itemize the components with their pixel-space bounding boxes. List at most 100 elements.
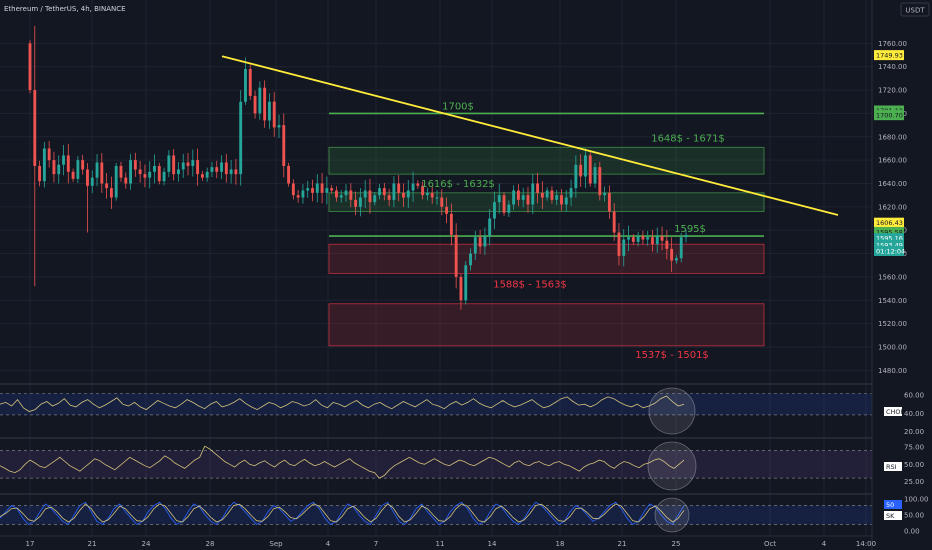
candle-body	[344, 190, 348, 196]
candle-body	[540, 192, 544, 198]
candle-body	[469, 253, 472, 266]
candle-body	[483, 236, 487, 247]
candle-body	[172, 155, 176, 175]
candle-body	[253, 95, 257, 114]
indicator-badge-background	[884, 500, 902, 509]
candle-body	[315, 183, 319, 193]
indicator-tick-label: 75.00	[904, 443, 924, 451]
candle-body	[507, 204, 511, 213]
candle-body	[459, 276, 463, 301]
price-tag-label: 01:12:04	[876, 247, 905, 255]
candle-body	[157, 165, 161, 182]
candle-body	[335, 190, 338, 198]
price-tick-label: 1480.00	[878, 367, 907, 375]
price-tag-label: 1593.49	[876, 241, 903, 249]
candle-body	[229, 169, 233, 175]
price-tick-label: 1620.00	[878, 203, 907, 211]
indicator-badge-label: RSI	[886, 463, 897, 471]
candle-body	[186, 162, 190, 166]
candle-body	[425, 192, 429, 196]
candle-body	[143, 174, 147, 178]
candle-body	[607, 192, 611, 212]
pane-separators[interactable]	[0, 383, 932, 495]
candle-body	[378, 188, 381, 196]
candle-body	[76, 160, 80, 179]
candle-body	[473, 237, 477, 254]
candle-body	[244, 69, 247, 102]
rsi-indicator-pane[interactable]	[0, 441, 872, 491]
candle-body	[627, 237, 630, 240]
candle-body	[435, 197, 439, 199]
candle-body	[392, 183, 396, 200]
candle-body	[162, 171, 166, 182]
indicator-band	[0, 393, 872, 415]
candle-body	[239, 101, 243, 175]
rsi-line	[0, 445, 685, 479]
candle-body	[210, 167, 214, 172]
candle-body	[81, 160, 85, 170]
candle-body	[330, 188, 334, 191]
price-tag-label: 1606.43	[876, 219, 903, 227]
indicator-tick-label: 100.00	[904, 496, 929, 504]
trendline-layer[interactable]	[221, 55, 839, 216]
candle-body	[526, 195, 530, 205]
highlight-circle	[647, 441, 697, 491]
indicator-tick-label: 50.00	[904, 512, 924, 520]
candle-body	[674, 258, 678, 261]
chart-grid	[0, 0, 872, 536]
price-tick-label: 1500.00	[878, 343, 907, 351]
indicator-tick-label: 20.00	[904, 428, 924, 436]
time-axis[interactable]: 17 21 24 28 Sep 4 7 11 14 18 21 25 Oct 4 14:00	[26, 540, 877, 548]
candle-body	[277, 125, 281, 128]
candle-body	[564, 197, 568, 205]
candle-body	[449, 213, 453, 235]
level-label: 1700$	[442, 101, 474, 112]
candle-body	[177, 169, 180, 175]
time-tick-label: 4	[326, 540, 331, 548]
price-axis[interactable]: 1480.001500.001520.001540.001560.001580.…	[878, 40, 907, 375]
candle-body	[646, 237, 650, 240]
indicator-badge: RSI	[884, 462, 902, 471]
price-axis-background	[872, 0, 932, 550]
candle-body	[234, 169, 238, 175]
chop-indicator-pane[interactable]	[0, 387, 872, 435]
candle-body	[402, 192, 405, 198]
price-tag-background	[874, 50, 904, 61]
candle-body	[406, 190, 410, 198]
price-tick-label: 1520.00	[878, 320, 907, 328]
price-tag-background	[874, 217, 904, 228]
candle-body	[66, 155, 70, 172]
candle-body	[588, 155, 592, 184]
indicator-tick-label: 25.00	[904, 478, 924, 486]
zone-label: 1537$ - 1501$	[635, 350, 709, 361]
candle-body	[86, 169, 89, 186]
price-zone-resistance	[328, 146, 765, 175]
candle-body	[38, 165, 42, 182]
candle-body	[368, 190, 372, 203]
candle-body	[52, 160, 56, 175]
candle-body	[181, 162, 185, 170]
time-tick-label: 18	[556, 540, 565, 548]
price-tick-label: 1740.00	[878, 63, 907, 71]
candlestick-series[interactable]	[28, 25, 688, 310]
candle-body	[191, 160, 195, 166]
candle-body	[62, 155, 65, 165]
candle-body	[105, 183, 109, 189]
candle-body	[291, 183, 295, 196]
time-tick-label: 21	[88, 540, 97, 548]
candle-body	[119, 165, 123, 178]
price-tag-label: 1595.16	[876, 235, 903, 243]
currency-button-frame	[900, 2, 930, 17]
currency-button[interactable]: USDT	[900, 2, 930, 17]
stoch-indicator-pane[interactable]	[0, 497, 872, 533]
indicator-badge-background	[884, 462, 902, 471]
stoch-d-line	[0, 503, 685, 523]
indicator-tick-label: 50.00	[904, 461, 924, 469]
candle-body	[363, 190, 367, 198]
candle-body	[631, 237, 635, 242]
candle-body	[272, 101, 276, 128]
candle-body	[387, 195, 391, 200]
indicator-axes[interactable]: 20.00 40.00 60.00 CHOP 25.00 50.00 75.00 RSI 0.0…	[884, 392, 929, 536]
candle-body	[33, 90, 37, 166]
